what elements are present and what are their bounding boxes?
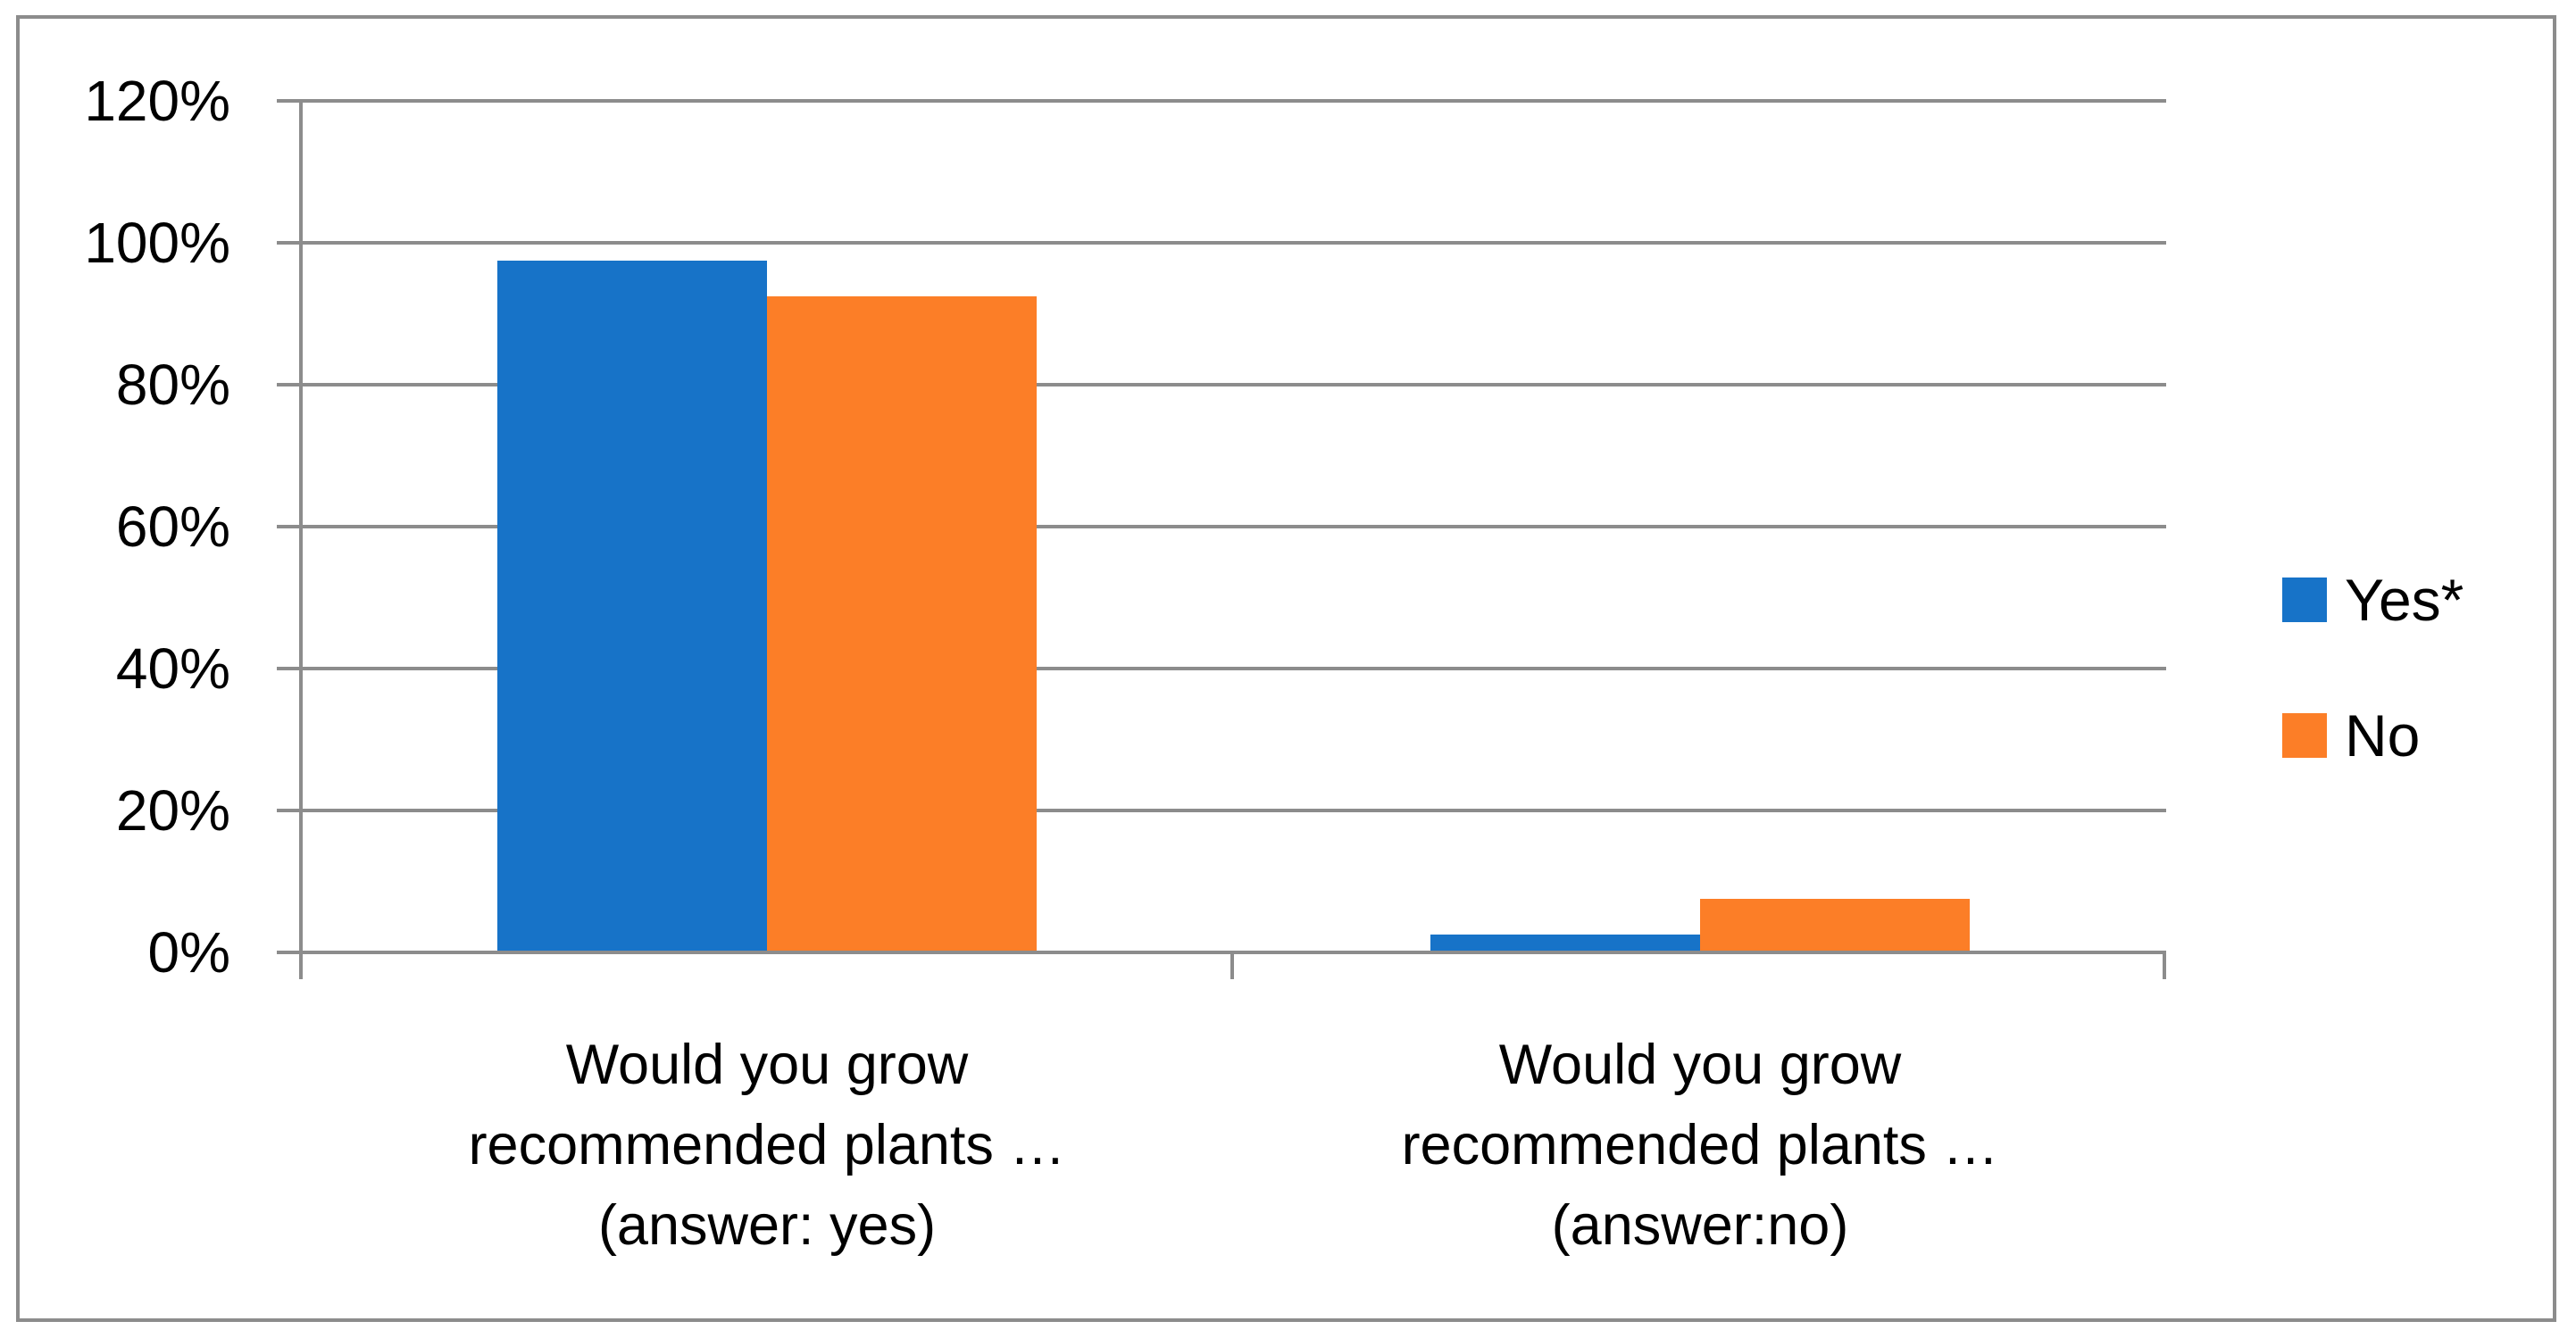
category-label-line: (answer: yes) bbox=[597, 1194, 937, 1257]
legend-no-swatch-icon bbox=[2282, 713, 2327, 758]
gridline bbox=[301, 241, 2166, 245]
gridline bbox=[301, 383, 2166, 386]
gridline bbox=[301, 525, 2166, 528]
y-axis-line bbox=[299, 99, 303, 979]
x-axis-category-label-1: Would you grow recommended plants … (answe… bbox=[329, 1025, 1205, 1266]
y-axis-tick bbox=[277, 99, 301, 103]
category-label-line: recommended plants … bbox=[1401, 1114, 1999, 1176]
x-axis-category-label-2: Would you grow recommended plants … (answe… bbox=[1263, 1025, 2138, 1266]
y-axis-tick bbox=[277, 951, 301, 954]
bar-no-category-1 bbox=[767, 296, 1037, 952]
y-axis-tick-label: 0% bbox=[147, 920, 231, 985]
bar-no-category-2 bbox=[1700, 899, 1970, 952]
y-axis-tick-label: 80% bbox=[115, 353, 230, 417]
category-label-line: (answer:no) bbox=[1551, 1194, 1849, 1257]
bar-yes-category-1 bbox=[497, 261, 767, 952]
y-axis-tick bbox=[277, 241, 301, 245]
x-axis-tick bbox=[2163, 951, 2166, 979]
y-axis-tick bbox=[277, 667, 301, 670]
y-axis-tick-label: 40% bbox=[115, 636, 230, 701]
y-axis-tick bbox=[277, 525, 301, 528]
y-axis-tick-label: 60% bbox=[115, 494, 230, 559]
y-axis-tick bbox=[277, 383, 301, 386]
legend-yes-swatch-icon bbox=[2282, 578, 2327, 622]
category-label-line: Would you grow bbox=[1498, 1034, 1902, 1096]
gridline bbox=[301, 99, 2166, 103]
gridline bbox=[301, 667, 2166, 670]
gridline bbox=[301, 809, 2166, 812]
category-label-line: recommended plants … bbox=[468, 1114, 1066, 1176]
category-label-line: Would you grow bbox=[565, 1034, 969, 1096]
y-axis-tick bbox=[277, 809, 301, 812]
legend-entry-no: No bbox=[2282, 706, 2420, 765]
legend-label: Yes* bbox=[2345, 567, 2464, 633]
x-axis-tick bbox=[1230, 951, 1234, 979]
y-axis-tick-label: 100% bbox=[84, 211, 230, 275]
legend-entry-yes: Yes* bbox=[2282, 570, 2463, 629]
y-axis-tick-label: 20% bbox=[115, 778, 230, 843]
y-axis-tick-label: 120% bbox=[84, 69, 230, 133]
bar-yes-category-2 bbox=[1430, 935, 1700, 952]
legend-label: No bbox=[2345, 702, 2421, 769]
